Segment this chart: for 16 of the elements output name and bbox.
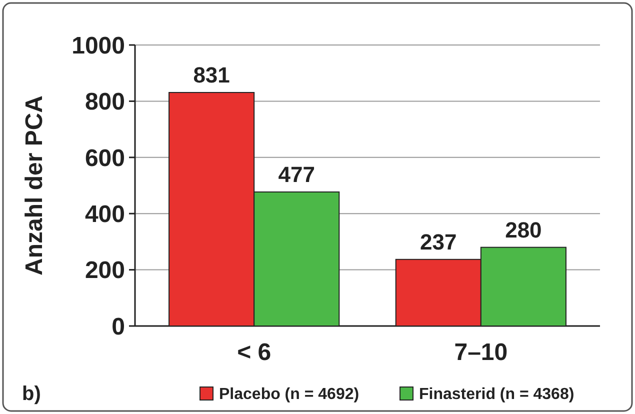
data-label: 280 [505, 217, 542, 242]
y-axis-title: Anzahl der PCA [21, 95, 48, 276]
data-label: 237 [420, 229, 457, 254]
legend-label: Placebo (n = 4692) [219, 386, 360, 403]
x-tick-label: < 6 [237, 339, 272, 366]
y-tick-label: 600 [84, 144, 125, 172]
legend-label: Finasterid (n = 4368) [419, 386, 574, 403]
x-tick-label: 7–10 [454, 339, 508, 366]
text: b) [22, 383, 41, 405]
y-tick-label: 0 [112, 313, 125, 340]
y-tick-label: 400 [84, 201, 125, 228]
y-tick-label: 1000 [72, 32, 125, 60]
y-tick-label: 800 [84, 88, 125, 116]
y-tick-label: 200 [84, 257, 125, 284]
data-label: 831 [193, 62, 230, 88]
data-label: 477 [278, 162, 315, 187]
